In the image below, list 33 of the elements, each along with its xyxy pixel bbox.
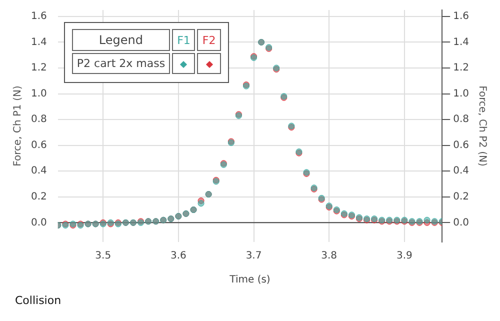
x-axis-title: Time (s) — [228, 274, 270, 286]
y-tick-label: 0.6 — [30, 140, 47, 151]
x-tick-label: 3.6 — [170, 250, 186, 262]
y2-tick-label: 1.6 — [453, 11, 470, 22]
y-tick-label: 1.4 — [30, 36, 47, 48]
y2-tick-label: 0.2 — [453, 191, 470, 202]
y-tick-label: 0.0 — [30, 217, 47, 228]
y2-tick-label: 1.4 — [453, 36, 470, 48]
legend-title: Legend — [72, 29, 170, 51]
x-tick-label: 3.8 — [321, 250, 338, 262]
y-tick-label: 0.4 — [30, 166, 47, 177]
y-tick-label: 0.8 — [30, 114, 47, 126]
text: Collision — [15, 294, 62, 307]
y-axis-title: Force, Ch P1 (N) — [12, 86, 24, 166]
y2-tick-label: 0.8 — [453, 114, 470, 126]
annotation: P2 cart 2x mass — [72, 53, 170, 74]
y2-tick-label: 0.4 — [453, 166, 470, 177]
y-tick-label: 1.2 — [30, 62, 47, 74]
point — [198, 200, 204, 207]
y2-tick-label: 1.2 — [453, 62, 470, 74]
x-tick-label: 3.9 — [396, 250, 412, 262]
y-tick-label: 1.6 — [30, 11, 47, 22]
x-tick-label: 3.5 — [95, 250, 112, 262]
y2-axis-title: Force, Ch P2 (N) — [476, 86, 488, 166]
text: F2 — [197, 29, 221, 51]
y2-tick-label: 0.6 — [453, 140, 470, 151]
x-tick-label: 3.7 — [246, 250, 262, 262]
text: F1 — [172, 29, 196, 51]
y-tick-label: 1.0 — [30, 88, 47, 100]
y2-tick-label: 0.0 — [453, 217, 470, 228]
y2-tick-label: 1.0 — [453, 88, 470, 100]
point — [424, 216, 430, 224]
y-tick-label: 0.2 — [30, 191, 47, 202]
